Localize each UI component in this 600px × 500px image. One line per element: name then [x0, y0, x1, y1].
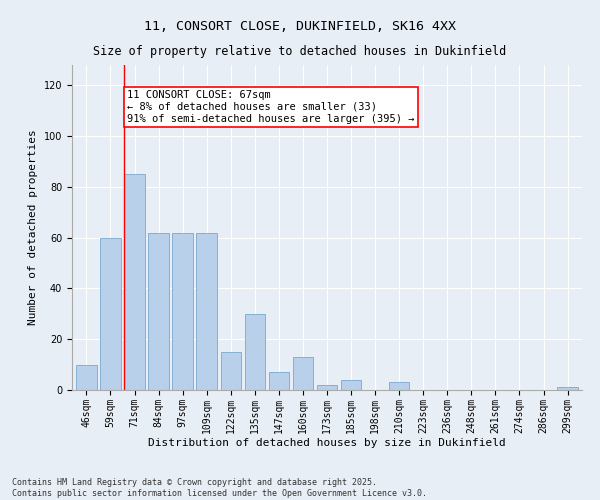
Text: 11 CONSORT CLOSE: 67sqm
← 8% of detached houses are smaller (33)
91% of semi-det: 11 CONSORT CLOSE: 67sqm ← 8% of detached…	[127, 90, 415, 124]
Bar	[76, 364, 97, 390]
Bar	[389, 382, 409, 390]
Bar	[557, 388, 578, 390]
Bar	[124, 174, 145, 390]
Text: Contains HM Land Registry data © Crown copyright and database right 2025.
Contai: Contains HM Land Registry data © Crown c…	[12, 478, 427, 498]
Bar	[221, 352, 241, 390]
Bar	[245, 314, 265, 390]
Bar	[293, 357, 313, 390]
Bar	[196, 232, 217, 390]
X-axis label: Distribution of detached houses by size in Dukinfield: Distribution of detached houses by size …	[148, 438, 506, 448]
Bar	[317, 385, 337, 390]
Text: Size of property relative to detached houses in Dukinfield: Size of property relative to detached ho…	[94, 45, 506, 58]
Bar	[100, 238, 121, 390]
Bar	[341, 380, 361, 390]
Bar	[269, 372, 289, 390]
Bar	[172, 232, 193, 390]
Bar	[148, 232, 169, 390]
Text: 11, CONSORT CLOSE, DUKINFIELD, SK16 4XX: 11, CONSORT CLOSE, DUKINFIELD, SK16 4XX	[144, 20, 456, 33]
Y-axis label: Number of detached properties: Number of detached properties	[28, 130, 38, 326]
